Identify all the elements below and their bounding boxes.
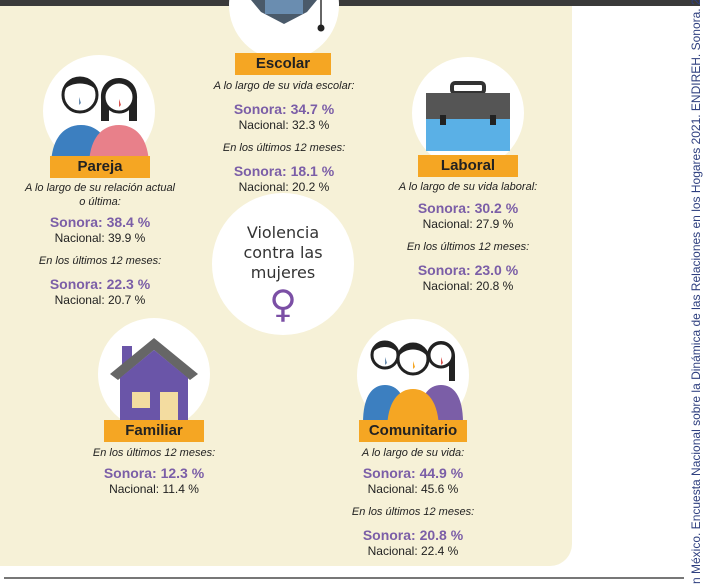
couple-icon: [51, 76, 149, 167]
comunitario-caption-1: A lo largo de su vida:: [361, 447, 465, 459]
pareja-sonora-2: Sonora: 22.3 %: [49, 276, 151, 292]
laboral-caption-2: En los últimos 12 meses:: [406, 241, 530, 253]
center-circle: [212, 193, 354, 335]
comunitario-caption-2: En los últimos 12 meses:: [351, 506, 475, 518]
pareja-caption-2: En los últimos 12 meses:: [38, 255, 162, 267]
comunitario-label: Comunitario: [359, 420, 467, 442]
laboral-stats: A lo largo de su vida laboral: Sonora: 3…: [363, 180, 573, 294]
center-title-line-2: contra las: [243, 243, 323, 262]
escolar-sonora-2: Sonora: 18.1 %: [233, 163, 335, 179]
center-title-line-1: Violencia: [246, 223, 320, 242]
escolar-sonora-1: Sonora: 34.7 %: [233, 101, 335, 117]
source-note: n México. Encuesta Nacional sobre la Din…: [689, 0, 703, 584]
escolar-label: Escolar: [235, 53, 331, 75]
pareja-nacional-1: Nacional: 39.9 %: [54, 231, 146, 245]
briefcase-icon: [426, 81, 510, 151]
center-title: Violencia contra las mujeres: [213, 223, 353, 283]
familiar-caption-1: En los últimos 12 meses:: [92, 447, 216, 459]
laboral-sonora-2: Sonora: 23.0 %: [417, 262, 519, 278]
pareja-label: Pareja: [50, 156, 150, 178]
comunitario-nacional-1: Nacional: 45.6 %: [367, 482, 459, 496]
familiar-stats: En los últimos 12 meses: Sonora: 12.3 % …: [54, 446, 254, 497]
house-icon: [110, 338, 198, 426]
familiar-sonora-1: Sonora: 12.3 %: [103, 465, 205, 481]
laboral-nacional-1: Nacional: 27.9 %: [422, 217, 514, 231]
familiar-label: Familiar: [104, 420, 204, 442]
top-bar: [0, 0, 700, 6]
pareja-stats: A lo largo de su relación actual o últim…: [0, 181, 200, 308]
pareja-caption-1b: o última:: [79, 196, 121, 208]
escolar-nacional-1: Nacional: 32.3 %: [238, 118, 330, 132]
pareja-sonora-1: Sonora: 38.4 %: [49, 214, 151, 230]
escolar-stats: A lo largo de su vida escolar: Sonora: 3…: [174, 79, 394, 195]
escolar-caption-1: A lo largo de su vida escolar:: [213, 80, 355, 92]
comunitario-nacional-2: Nacional: 22.4 %: [367, 544, 459, 558]
laboral-sonora-1: Sonora: 30.2 %: [417, 200, 519, 216]
center-title-line-3: mujeres: [250, 263, 316, 282]
familiar-nacional-1: Nacional: 11.4 %: [109, 482, 199, 496]
laboral-caption-1: A lo largo de su vida laboral:: [398, 181, 538, 193]
comunitario-sonora-1: Sonora: 44.9 %: [362, 465, 464, 481]
escolar-caption-2: En los últimos 12 meses:: [222, 142, 346, 154]
escolar-nacional-2: Nacional: 20.2 %: [238, 180, 330, 194]
community-group-icon: [363, 340, 463, 431]
pareja-caption-1a: A lo largo de su relación actual: [24, 182, 175, 194]
graduation-cap-icon: [251, 0, 325, 32]
female-symbol-icon: ♀: [269, 282, 297, 326]
bottom-divider: [4, 577, 684, 579]
laboral-label: Laboral: [418, 155, 518, 177]
comunitario-stats: A lo largo de su vida: Sonora: 44.9 % Na…: [313, 446, 513, 559]
pareja-nacional-2: Nacional: 20.7 %: [54, 293, 146, 307]
comunitario-sonora-2: Sonora: 20.8 %: [362, 527, 464, 543]
laboral-nacional-2: Nacional: 20.8 %: [422, 279, 514, 293]
